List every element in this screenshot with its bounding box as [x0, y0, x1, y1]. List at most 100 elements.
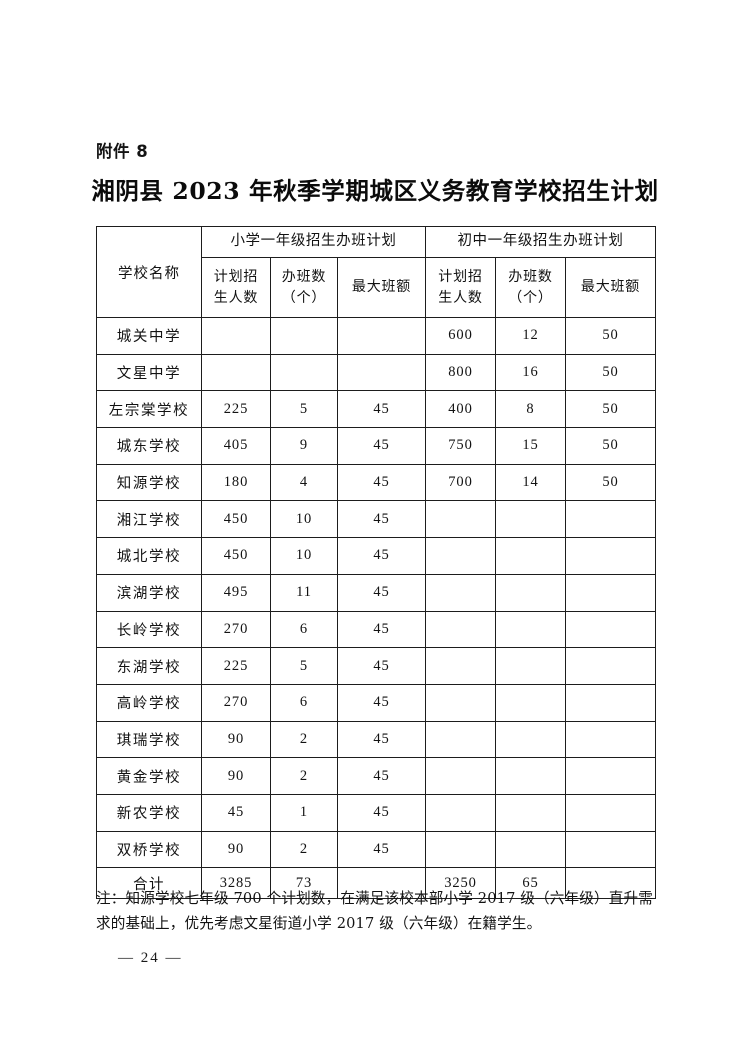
cell-junior-plan — [425, 793, 496, 832]
table-row: 琪瑞学校 90 2 45 — [96, 720, 656, 759]
cell-junior-classes: 15 — [495, 427, 566, 465]
cell-primary-plan: 405 — [201, 427, 271, 465]
cell-junior-max — [565, 793, 656, 832]
cell-junior-plan: 750 — [425, 427, 496, 465]
cell-primary-classes: 6 — [270, 610, 338, 649]
cell-primary-plan — [201, 317, 271, 355]
attachment-label: 附件 8 — [96, 142, 149, 161]
cell-junior-classes — [495, 720, 566, 759]
cell-junior-classes — [495, 683, 566, 722]
cell-junior-max: 50 — [565, 427, 656, 465]
cell-primary-classes: 10 — [270, 537, 338, 575]
table-total-row: 合计 3285 73 3250 65 — [96, 867, 656, 900]
table-row: 高岭学校 270 6 45 — [96, 683, 656, 722]
cell-junior-plan — [425, 683, 496, 722]
table-header-row-subs: 计划招 生人数 办班数 （个） 最大班额 计划招 生人数 办班数 （个） — [97, 257, 656, 318]
cell-total-primary-classes: 73 — [270, 867, 338, 900]
cell-total-junior-classes: 65 — [495, 867, 566, 900]
cell-junior-max — [565, 720, 656, 759]
cell-junior-max — [565, 683, 656, 722]
table-row: 长岭学校 270 6 45 — [96, 610, 656, 649]
cell-junior-max: 50 — [565, 353, 656, 392]
table-row: 城北学校 450 10 45 — [96, 537, 656, 575]
header-primary-classes-line2: （个） — [281, 289, 327, 306]
table-row: 湘江学校 450 10 45 — [96, 500, 656, 539]
cell-primary-classes: 4 — [270, 463, 338, 502]
table-row: 左宗棠学校 225 5 45 400 8 50 — [96, 390, 656, 429]
cell-total-junior-max — [565, 867, 656, 900]
cell-primary-classes: 11 — [270, 573, 338, 612]
cell-school-name: 长岭学校 — [96, 610, 202, 649]
cell-junior-plan — [425, 757, 496, 795]
cell-primary-max: 45 — [337, 463, 426, 502]
cell-primary-classes: 9 — [270, 427, 338, 465]
table-row: 文星中学 800 16 50 — [96, 353, 656, 392]
cell-junior-classes — [495, 500, 566, 539]
cell-junior-plan: 700 — [425, 463, 496, 502]
cell-total-label: 合计 — [96, 867, 202, 900]
cell-school-name: 湘江学校 — [96, 500, 202, 539]
cell-primary-classes: 1 — [270, 793, 338, 832]
cell-school-name: 知源学校 — [96, 463, 202, 502]
page-number: — 24 — — [118, 950, 183, 966]
cell-school-name: 东湖学校 — [96, 647, 202, 685]
cell-primary-plan: 90 — [201, 720, 271, 759]
cell-total-junior-plan: 3250 — [425, 867, 496, 900]
cell-primary-max: 45 — [337, 427, 426, 465]
cell-primary-plan: 90 — [201, 757, 271, 795]
cell-primary-max: 45 — [337, 830, 426, 869]
cell-junior-plan: 800 — [425, 353, 496, 392]
table-row: 黄金学校 90 2 45 — [96, 757, 656, 795]
cell-junior-max: 50 — [565, 463, 656, 502]
header-school-name: 学校名称 — [96, 226, 202, 318]
table-row: 滨湖学校 495 11 45 — [96, 573, 656, 612]
cell-junior-classes: 12 — [495, 317, 566, 355]
header-junior-classes: 办班数 （个） — [495, 257, 566, 318]
cell-junior-classes: 16 — [495, 353, 566, 392]
cell-junior-max — [565, 500, 656, 539]
cell-junior-max — [565, 573, 656, 612]
cell-primary-plan: 450 — [201, 500, 271, 539]
cell-primary-plan: 450 — [201, 537, 271, 575]
cell-primary-max: 45 — [337, 683, 426, 722]
cell-primary-plan: 90 — [201, 830, 271, 869]
cell-school-name: 高岭学校 — [96, 683, 202, 722]
cell-school-name: 琪瑞学校 — [96, 720, 202, 759]
cell-primary-plan: 180 — [201, 463, 271, 502]
cell-school-name: 双桥学校 — [96, 830, 202, 869]
cell-primary-classes — [270, 317, 338, 355]
cell-junior-classes — [495, 647, 566, 685]
header-group-primary: 小学一年级招生办班计划 — [201, 226, 426, 258]
cell-primary-max — [337, 353, 426, 392]
cell-primary-max: 45 — [337, 610, 426, 649]
footnote-line-2: 求的基础上，优先考虑文星街道小学 2017 级（六年级）在籍学生。 — [96, 915, 542, 933]
cell-primary-max: 45 — [337, 537, 426, 575]
header-group-junior: 初中一年级招生办班计划 — [425, 226, 656, 258]
header-primary-plan-line2: 生人数 — [213, 289, 259, 306]
cell-junior-classes — [495, 830, 566, 869]
cell-primary-max: 45 — [337, 573, 426, 612]
cell-primary-max — [337, 317, 426, 355]
cell-junior-plan: 600 — [425, 317, 496, 355]
cell-primary-plan: 225 — [201, 647, 271, 685]
cell-primary-plan: 270 — [201, 610, 271, 649]
cell-primary-max: 45 — [337, 793, 426, 832]
header-primary-plan-line1: 计划招 — [213, 268, 259, 285]
enrollment-plan-table: 学校名称 小学一年级招生办班计划 初中一年级招生办班计划 计划招 生人数 办班数… — [96, 226, 656, 900]
cell-school-name: 左宗棠学校 — [96, 390, 202, 429]
cell-school-name: 城北学校 — [96, 537, 202, 575]
header-primary-max-size: 最大班额 — [337, 257, 426, 318]
header-junior-classes-line2: （个） — [508, 289, 553, 306]
cell-junior-classes — [495, 757, 566, 795]
cell-school-name: 滨湖学校 — [96, 573, 202, 612]
header-junior-plan: 计划招 生人数 — [425, 257, 496, 318]
cell-junior-classes — [495, 610, 566, 649]
cell-junior-plan: 400 — [425, 390, 496, 429]
enrollment-plan-table-wrapper: 学校名称 小学一年级招生办班计划 初中一年级招生办班计划 计划招 生人数 办班数… — [96, 226, 656, 900]
cell-junior-plan — [425, 573, 496, 612]
cell-primary-plan: 270 — [201, 683, 271, 722]
table-row: 城关中学 600 12 50 — [96, 317, 656, 355]
cell-school-name: 文星中学 — [96, 353, 202, 392]
cell-school-name: 城东学校 — [96, 427, 202, 465]
